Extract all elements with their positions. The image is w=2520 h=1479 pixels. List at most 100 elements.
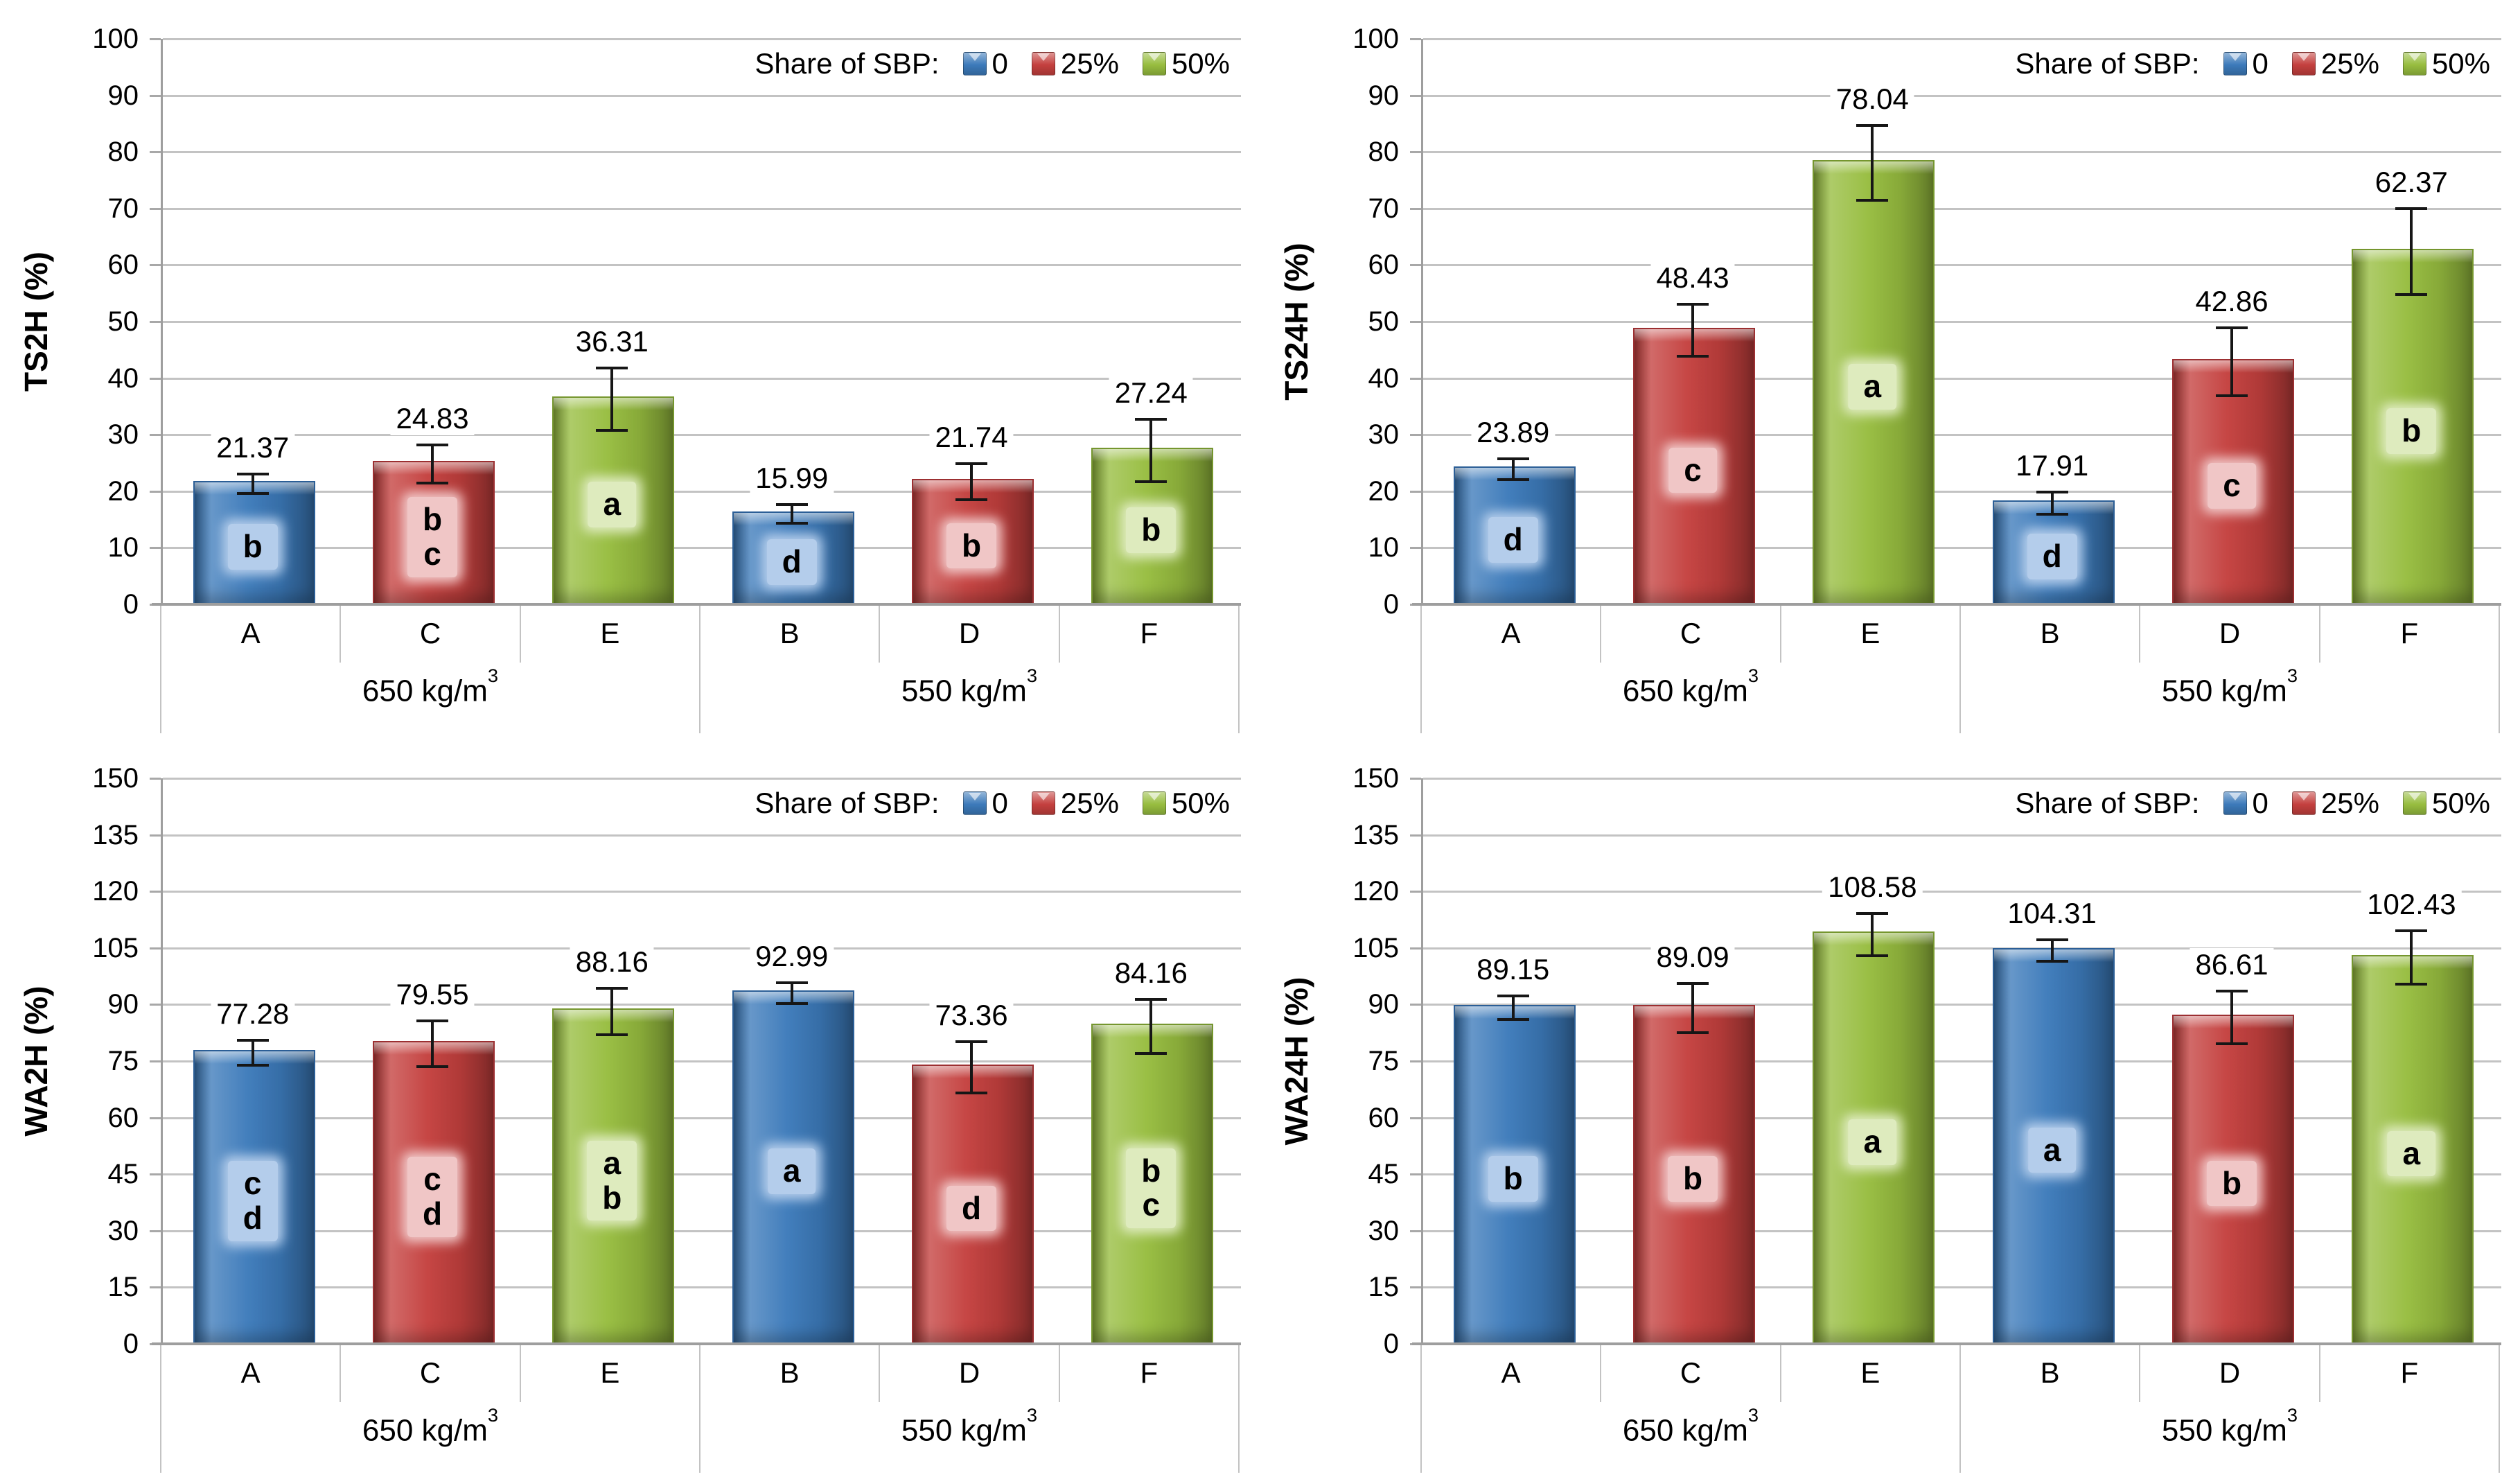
gridline xyxy=(1423,1229,2501,1232)
significance-letter: c xyxy=(423,1161,441,1198)
x-group-label-text: 550 kg/m xyxy=(2161,674,2287,708)
legend-item-label: 50% xyxy=(2431,787,2490,819)
x-category-label: F xyxy=(1140,1356,1158,1389)
y-axis-tick-label: 120 xyxy=(1352,876,1399,907)
significance-letter-box: b xyxy=(1126,507,1177,553)
bar-top-bevel xyxy=(2353,250,2473,263)
bar-top-bevel xyxy=(1454,468,1574,481)
x-category-label: C xyxy=(419,1356,441,1389)
gridline xyxy=(163,891,1241,893)
significance-letter-box: d xyxy=(946,1185,997,1232)
gridline xyxy=(163,490,1241,493)
bar-top-bevel xyxy=(1993,501,2113,514)
error-bar-cap xyxy=(1856,911,1889,915)
error-bar-cap xyxy=(1677,1031,1709,1034)
gridline xyxy=(1423,490,2501,493)
y-axis-tick-label: 20 xyxy=(1368,475,1400,507)
bar-value-label: 21.74 xyxy=(929,420,1014,454)
y-axis-tick-mark xyxy=(150,1173,161,1176)
legend-item-label: 25% xyxy=(1060,787,1119,819)
bar-top-bevel xyxy=(2353,956,2473,969)
x-category-label: D xyxy=(2219,1356,2241,1389)
category-separator xyxy=(2318,606,2320,663)
y-axis-tick-mark xyxy=(150,151,161,154)
x-group-label-text: 550 kg/m xyxy=(2161,1413,2287,1448)
chart-panel-ts24h: TS24H (%) d 23.89 c 48.43 a 78.04 d 17.91 c 42.86 b… xyxy=(1260,0,2520,740)
legend-swatch-gloss xyxy=(2297,53,2310,61)
significance-letter: a xyxy=(2043,1131,2061,1168)
legend-item-label: 50% xyxy=(1171,47,1230,80)
legend-swatch-gloss xyxy=(968,793,981,800)
significance-letter: b xyxy=(1682,1160,1703,1197)
plot-area: d 23.89 c 48.43 a 78.04 d 17.91 c 42.86 b 62.37 Shar… xyxy=(1410,38,2501,606)
y-axis-tick-mark xyxy=(1410,947,1421,949)
bar-value-label: 102.43 xyxy=(2361,888,2462,922)
x-group-label: 650 kg/m3 xyxy=(1623,665,1759,709)
error-bar-cap xyxy=(1135,417,1168,421)
category-separator xyxy=(340,606,342,663)
y-axis-tick-mark xyxy=(150,38,161,40)
x-group-label-superscript: 3 xyxy=(487,664,499,686)
significance-letter: b xyxy=(422,501,443,538)
significance-letter: c xyxy=(1142,1187,1161,1223)
y-axis-tick-label: 30 xyxy=(107,1215,139,1246)
gridline xyxy=(163,834,1241,837)
error-bar xyxy=(2050,491,2054,515)
bar-value-label: 62.37 xyxy=(2369,166,2453,200)
x-category-label: B xyxy=(779,617,800,649)
legend-item: 50% xyxy=(2402,47,2490,80)
error-bar-cap xyxy=(955,1040,987,1043)
legend-swatch-green xyxy=(2402,52,2426,76)
y-axis-tick-mark xyxy=(1410,547,1421,550)
bar-top-bevel xyxy=(194,1051,314,1064)
significance-letter-box: d xyxy=(2027,534,2077,579)
legend-swatch-blue xyxy=(962,791,987,815)
error-bar xyxy=(1871,913,1874,956)
category-separator xyxy=(2318,1345,2320,1402)
legend-title: Share of SBP: xyxy=(755,47,940,80)
y-axis-tick-mark xyxy=(1410,151,1421,154)
legend-swatch-gloss xyxy=(2408,793,2421,800)
bar-value-label: 78.04 xyxy=(1830,82,1914,116)
error-bar-cap xyxy=(596,428,628,432)
legend-swatch-gloss xyxy=(2228,793,2241,800)
gridline xyxy=(163,547,1241,550)
legend-swatch-red xyxy=(1031,791,1055,815)
gridline xyxy=(1423,38,2501,40)
significance-letter: d xyxy=(1503,520,1523,557)
bar-top-bevel xyxy=(554,1010,673,1023)
x-category-label: F xyxy=(1140,617,1158,649)
gridline xyxy=(1423,547,2501,550)
bar-value-label: 89.09 xyxy=(1650,940,1735,974)
significance-letter: b xyxy=(1141,511,1161,548)
error-bar-cap xyxy=(236,472,269,475)
y-axis-tick-mark xyxy=(1410,264,1421,267)
legend-swatch-blue xyxy=(962,52,987,76)
category-separator xyxy=(2139,606,2141,663)
significance-letter: a xyxy=(1863,367,1882,404)
legend: Share of SBP: 0 25% 50% xyxy=(750,785,1234,821)
chart-panel-wa24h: WA24H (%) b 89.15 b 89.09 a 108.58 a 104.31 b 86.6… xyxy=(1260,740,2520,1479)
gridline xyxy=(1423,94,2501,97)
bar-value-label: 15.99 xyxy=(750,461,834,495)
x-category-label: A xyxy=(1501,617,1521,649)
y-axis-tick-label: 10 xyxy=(1368,532,1400,563)
significance-letter-box: c xyxy=(1668,447,1717,493)
error-bar-cap xyxy=(416,1065,448,1069)
x-group-label: 550 kg/m3 xyxy=(901,1404,1037,1449)
y-axis-tick-label: 50 xyxy=(107,306,139,337)
legend-item: 0 xyxy=(2223,47,2268,80)
x-group-label-text: 650 kg/m xyxy=(362,1413,488,1448)
bar-top-bevel xyxy=(374,462,493,475)
gridline xyxy=(1423,151,2501,154)
error-bar xyxy=(251,1040,254,1065)
legend-swatch-gloss xyxy=(2408,53,2421,61)
error-bar xyxy=(2050,939,2054,962)
legend: Share of SBP: 0 25% 50% xyxy=(2011,785,2494,821)
error-bar-cap xyxy=(2395,983,2428,986)
error-bar-cap xyxy=(2216,394,2248,398)
y-axis-tick-label: 150 xyxy=(92,763,139,794)
error-bar-cap xyxy=(1497,994,1529,997)
legend-swatch-gloss xyxy=(1037,53,1050,61)
